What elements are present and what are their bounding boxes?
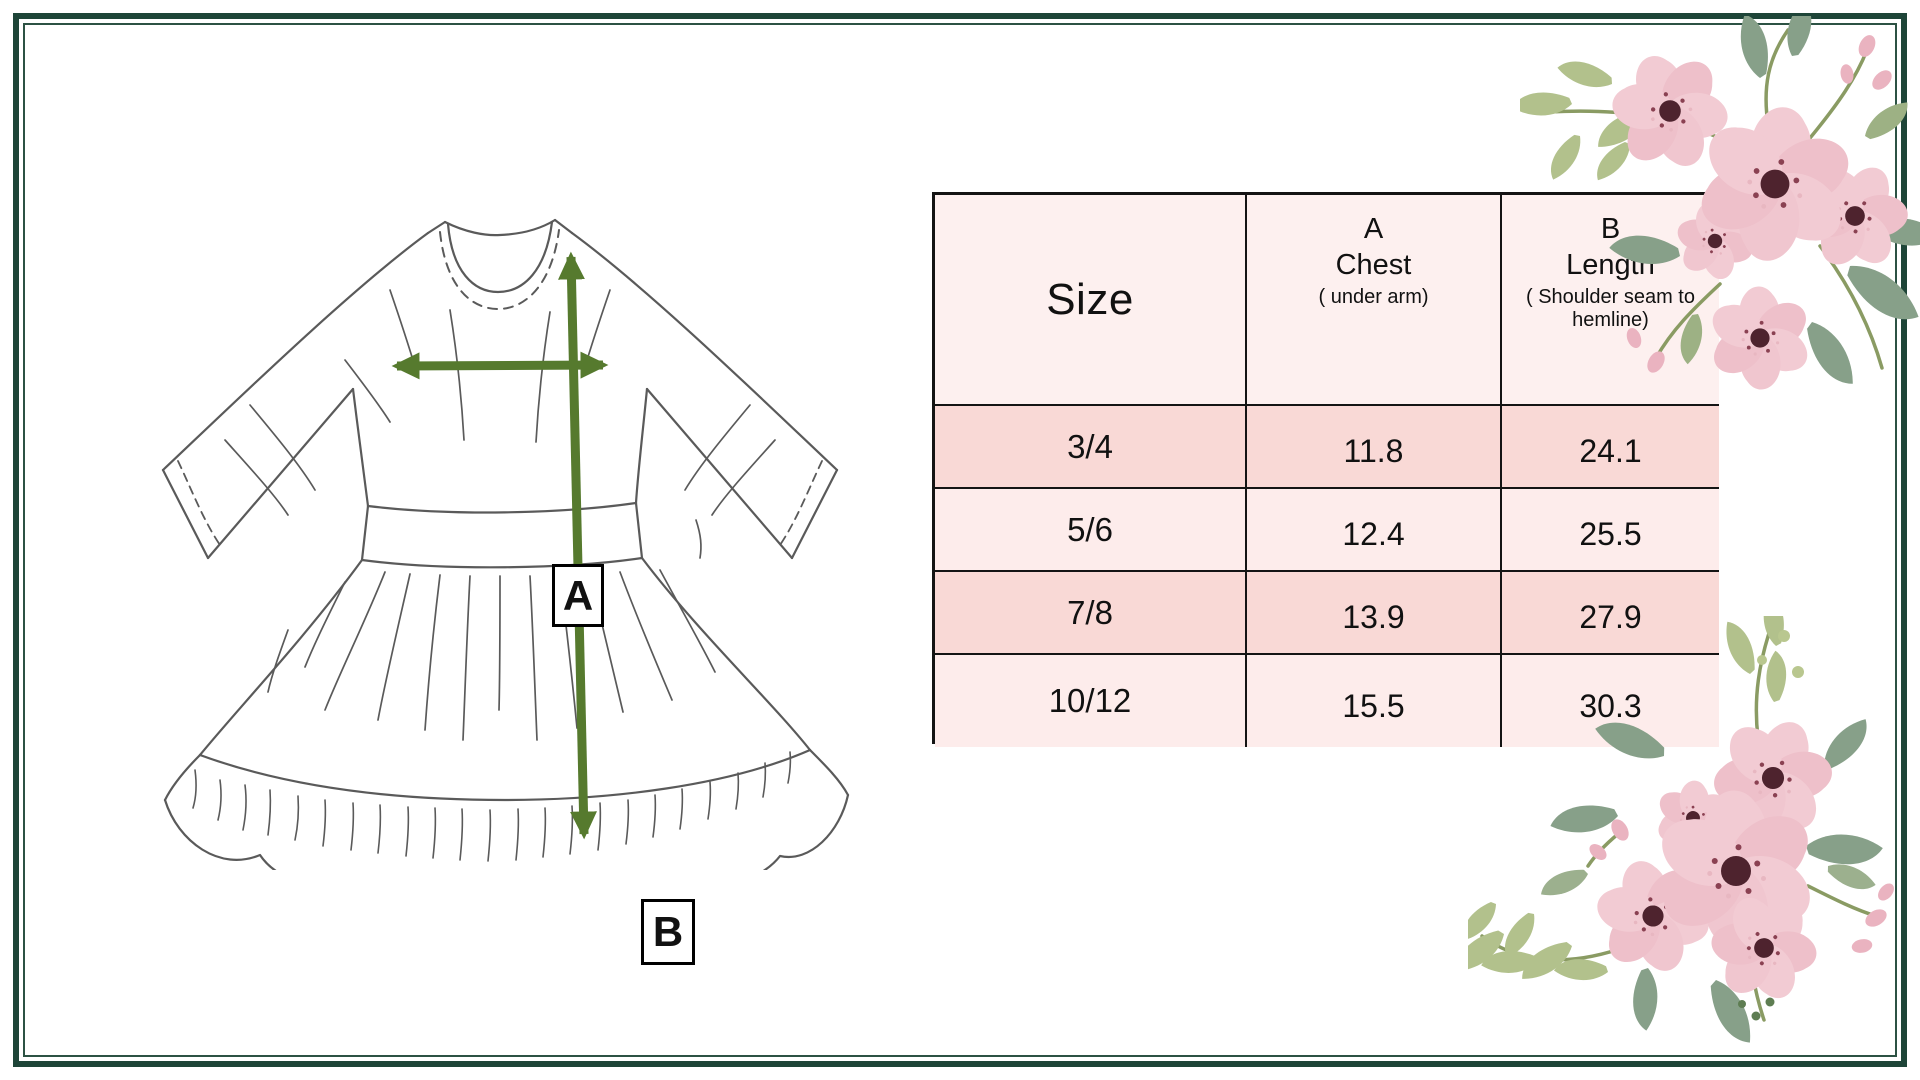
label-b: B xyxy=(652,908,684,955)
row-chest-3-4: 11.8 xyxy=(1247,406,1502,489)
size-chart-table: Size A Chest ( under arm) B Length ( Sho… xyxy=(932,192,1719,747)
dress-line-drawing xyxy=(161,218,850,908)
label-b-box: B xyxy=(641,899,695,965)
row-chest-7-8: 13.9 xyxy=(1247,572,1502,655)
header-length-label: Length xyxy=(1566,249,1655,282)
row-length-5-6: 25.5 xyxy=(1502,489,1719,572)
row-length-3-4: 24.1 xyxy=(1502,406,1719,489)
header-chest: A Chest ( under arm) xyxy=(1247,195,1502,406)
row-size-10-12: 10/12 xyxy=(935,655,1247,747)
header-size-label: Size xyxy=(1046,274,1134,324)
header-length-letter: B xyxy=(1600,213,1621,245)
label-a: A xyxy=(562,571,594,619)
row-size-5-6: 5/6 xyxy=(935,489,1247,572)
header-length-note: ( Shoulder seam to hemline) xyxy=(1526,285,1695,331)
row-size-7-8: 7/8 xyxy=(935,572,1247,655)
row-length-10-12: 30.3 xyxy=(1502,655,1719,747)
header-chest-label: Chest xyxy=(1335,249,1412,282)
row-chest-10-12: 15.5 xyxy=(1247,655,1502,747)
header-length: B Length ( Shoulder seam to hemline) xyxy=(1502,195,1719,406)
row-size-3-4: 3/4 xyxy=(935,406,1247,489)
row-chest-5-6: 12.4 xyxy=(1247,489,1502,572)
label-a-box: A xyxy=(552,564,604,627)
header-chest-note: ( under arm) xyxy=(1318,285,1429,308)
length-measure-arrow xyxy=(558,251,597,840)
header-chest-letter: A xyxy=(1363,213,1384,245)
header-size: Size xyxy=(935,195,1247,406)
row-length-7-8: 27.9 xyxy=(1502,572,1719,655)
dress-measurement-diagram: A B xyxy=(140,190,860,965)
